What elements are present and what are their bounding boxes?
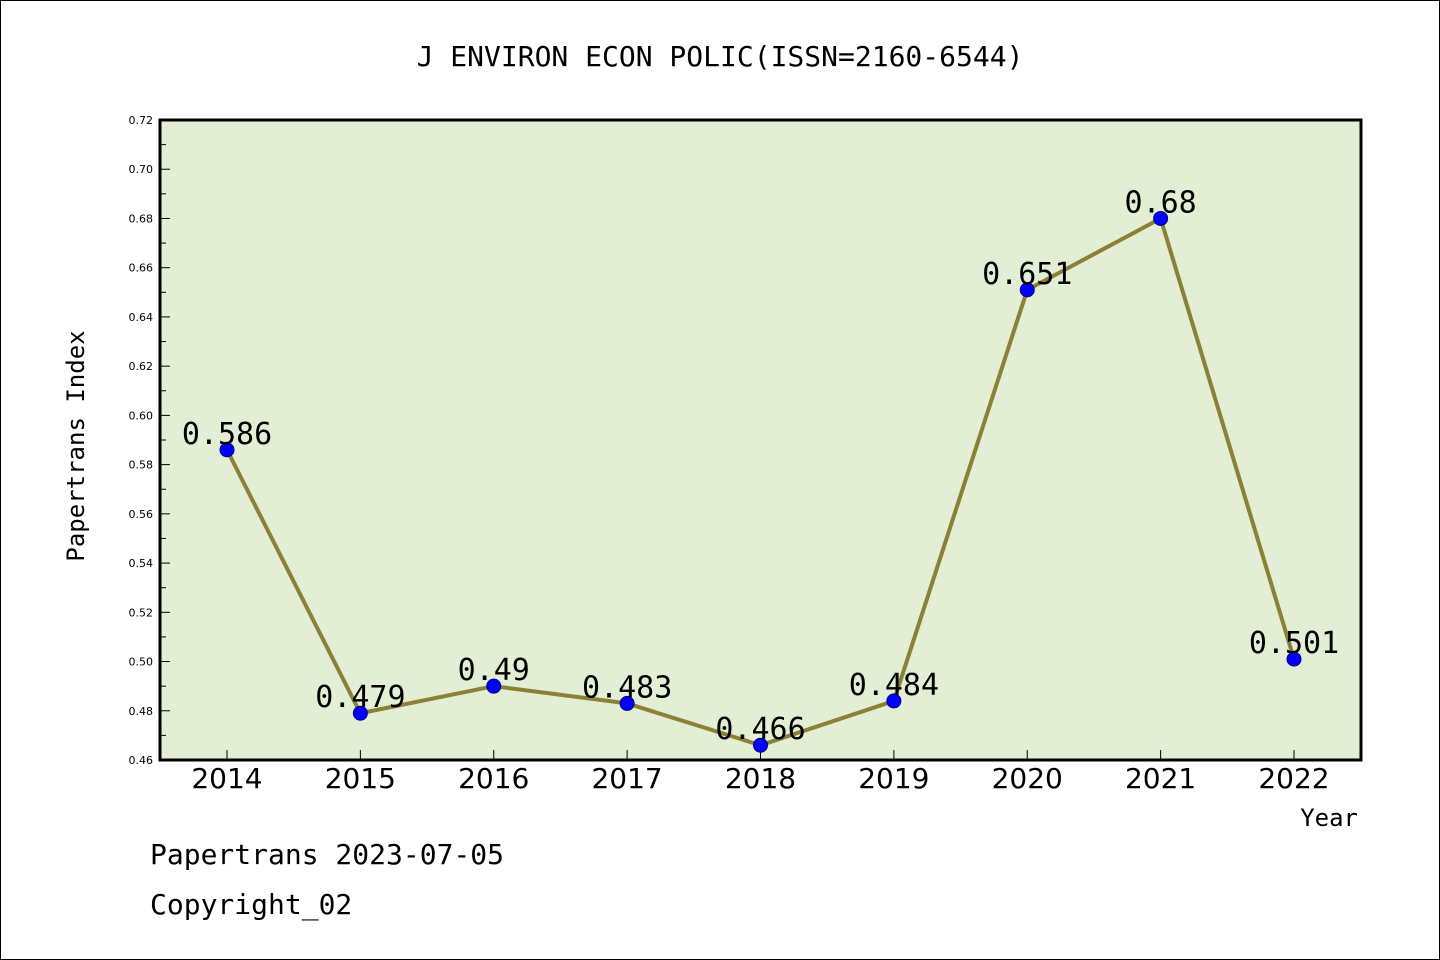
x-tick-label: 2019	[858, 762, 929, 795]
data-point	[219, 442, 235, 458]
y-tick-label: 0.58	[129, 459, 154, 472]
y-tick-label: 0.64	[129, 311, 154, 324]
y-tick-label: 0.60	[129, 409, 154, 422]
y-tick-label: 0.68	[129, 212, 154, 225]
x-axis: 2014 2015 2016 2017 2018 2019 2020 2021 2022	[191, 750, 1330, 795]
x-tick-label: 2020	[992, 762, 1063, 795]
data-label: 0.651	[982, 257, 1072, 292]
data-point	[886, 693, 902, 709]
data-label: 0.586	[182, 417, 272, 452]
data-point	[486, 678, 502, 694]
data-point	[1286, 651, 1302, 667]
y-tick-label: 0.70	[129, 163, 154, 176]
chart-title: J ENVIRON ECON POLIC(ISSN=2160-6544)	[417, 40, 1024, 73]
data-label: 0.501	[1249, 626, 1339, 661]
series-line-group	[219, 210, 1302, 753]
x-tick-label: 2016	[458, 762, 529, 795]
plot-area	[158, 118, 1363, 762]
data-labels: 0.586 0.479 0.49 0.483 0.466 0.484 0.651 0.68 0.…	[182, 185, 1339, 747]
y-tick-label: 0.72	[129, 114, 154, 127]
y-tick-label: 0.50	[129, 656, 154, 669]
data-point	[1153, 210, 1169, 226]
y-tick-label: 0.66	[129, 262, 154, 275]
y-tick-label: 0.54	[129, 557, 154, 570]
x-tick-label: 2021	[1125, 762, 1196, 795]
x-tick-label: 2014	[191, 762, 262, 795]
data-point	[619, 695, 635, 711]
y-axis: 0.46 0.48 0.50 0.52 0.54 0.56 0.58 0.60 0.62 0.64…	[129, 114, 170, 767]
y-tick-label: 0.48	[129, 705, 154, 718]
x-tick-label: 2015	[325, 762, 396, 795]
data-point	[352, 705, 368, 721]
data-point	[753, 737, 768, 753]
data-label: 0.483	[582, 670, 672, 705]
data-label: 0.49	[458, 653, 530, 688]
data-label: 0.479	[315, 680, 405, 715]
data-label: 0.68	[1125, 185, 1197, 220]
x-axis-label: Year	[1300, 804, 1358, 832]
footer-copyright: Copyright_02	[150, 888, 352, 922]
x-tick-label: 2018	[725, 762, 796, 795]
data-label: 0.484	[849, 668, 939, 703]
data-label: 0.466	[715, 712, 805, 747]
y-tick-label: 0.46	[129, 754, 154, 767]
footer-date: Papertrans 2023-07-05	[150, 838, 504, 871]
data-point	[1019, 282, 1035, 298]
y-tick-label: 0.56	[129, 508, 154, 521]
x-tick-label: 2022	[1258, 762, 1329, 795]
y-tick-label: 0.52	[129, 606, 154, 619]
x-tick-label: 2017	[591, 762, 662, 795]
y-tick-label: 0.62	[129, 360, 154, 373]
y-axis-label: Papertrans Index	[62, 330, 90, 561]
